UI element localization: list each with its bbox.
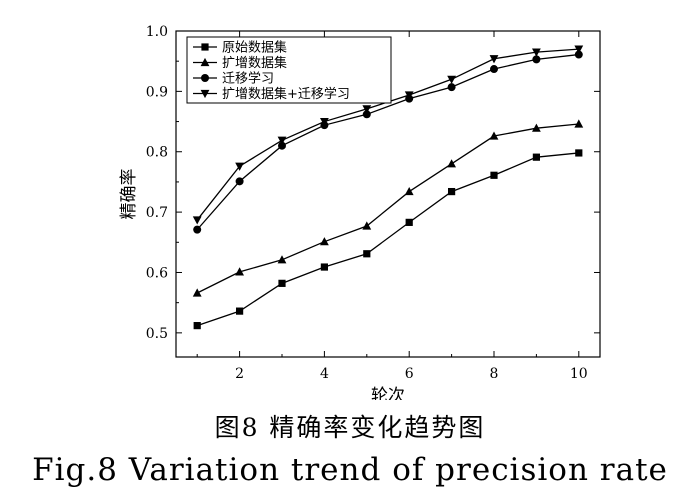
data-point (236, 308, 243, 315)
data-point (193, 226, 201, 234)
legend-label: 原始数据集 (222, 40, 287, 56)
data-point (194, 322, 201, 329)
data-point (278, 280, 285, 287)
x-axis-title: 轮次 (371, 386, 405, 400)
data-point (490, 65, 498, 73)
data-point (490, 172, 497, 179)
data-point (321, 263, 328, 270)
data-point (447, 159, 456, 167)
data-point (448, 188, 455, 195)
figure-caption-chinese: 图8 精确率变化趋势图 (0, 408, 700, 444)
series-1 (194, 149, 583, 329)
y-axis-title: 精确率 (119, 169, 139, 220)
figure-caption-english: Fig.8 Variation trend of precision rate (0, 452, 700, 488)
data-point (193, 288, 202, 296)
y-tick-label: 0.9 (146, 84, 168, 100)
data-point (363, 250, 370, 257)
legend-marker (201, 43, 208, 50)
y-tick-label: 0.6 (146, 265, 168, 281)
series-line (197, 153, 579, 326)
data-point (490, 55, 499, 63)
data-point (448, 83, 456, 91)
data-point (278, 255, 287, 263)
x-tick-label: 4 (320, 366, 329, 382)
legend-label: 迁移学习 (222, 71, 274, 87)
x-tick-label: 2 (235, 366, 244, 382)
data-point (533, 154, 540, 161)
x-tick-label: 8 (490, 366, 499, 382)
x-tick-label: 6 (405, 366, 414, 382)
legend-label: 扩增数据集+迁移学习 (222, 86, 350, 102)
y-tick-label: 0.7 (146, 205, 168, 221)
series-line (197, 124, 579, 293)
data-point (406, 219, 413, 226)
data-point (193, 216, 202, 224)
legend-marker (201, 74, 209, 82)
legend-label: 扩增数据集 (222, 55, 287, 71)
data-point (574, 119, 583, 127)
series-2 (193, 119, 583, 296)
x-tick-label: 10 (570, 366, 588, 382)
y-tick-label: 1.0 (146, 24, 168, 40)
data-point (236, 177, 244, 185)
line-chart: 0.5 0.6 0.7 0.8 0.9 1.0 2 4 6 8 10 轮次 精确率 原始数据集扩增数据集迁… (0, 0, 700, 400)
y-tick-label: 0.5 (146, 326, 168, 342)
data-point (575, 149, 582, 156)
y-tick-label: 0.8 (146, 145, 168, 161)
data-point (405, 187, 414, 195)
data-point (362, 221, 371, 229)
